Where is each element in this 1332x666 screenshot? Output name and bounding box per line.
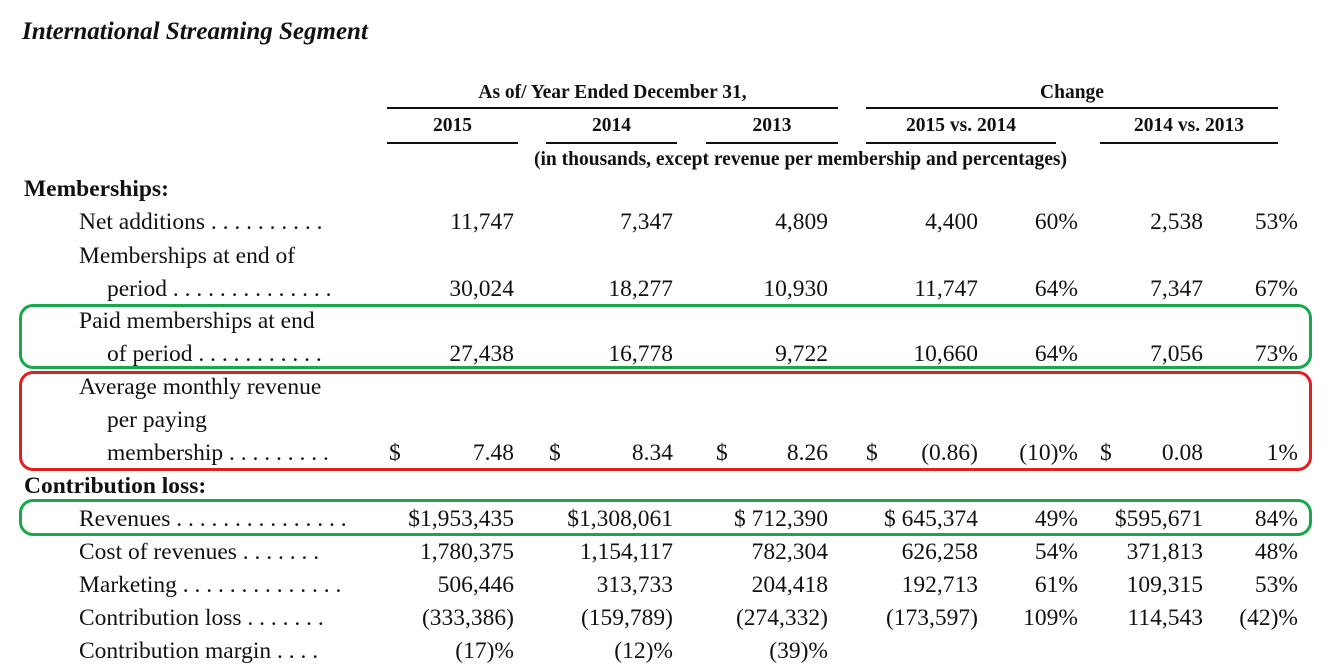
highlight-green-paid-memberships <box>19 304 1312 369</box>
row-value: 49% <box>1034 506 1078 532</box>
col-header-2014: 2014 <box>592 115 631 136</box>
section-memberships: Memberships: <box>24 176 169 202</box>
col-header-2013: 2013 <box>752 115 792 136</box>
row-value: 84% <box>1254 506 1298 532</box>
row-label: Paid memberships at end <box>79 308 315 334</box>
row-value: 53% <box>1254 572 1298 598</box>
row-value: 27,438 <box>449 341 514 367</box>
row-value: 1,154,117 <box>579 539 673 565</box>
row-value: $595,671 <box>1114 506 1203 532</box>
row-value: 192,713 <box>901 572 978 598</box>
col-header-2014-vs-2013: 2014 vs. 2013 <box>1134 115 1244 136</box>
row-value: 1% <box>1266 440 1298 466</box>
row-value: 54% <box>1034 539 1078 565</box>
section-contribution-loss: Contribution loss: <box>24 473 207 499</box>
row-value: 64% <box>1034 341 1078 367</box>
row-value: 0.08 <box>1161 440 1203 466</box>
row-value: 782,304 <box>751 539 828 565</box>
row-value: 204,418 <box>751 572 828 598</box>
dollar-sign: $ <box>866 440 878 466</box>
row-value: 73% <box>1254 341 1298 367</box>
row-value: 61% <box>1034 572 1078 598</box>
divider <box>706 142 838 144</box>
row-value: 109,315 <box>1126 572 1203 598</box>
row-value: 67% <box>1254 276 1298 302</box>
row-value: 2,538 <box>1150 209 1203 235</box>
divider <box>387 142 518 144</box>
row-value: 11,747 <box>914 276 978 302</box>
highlight-red-avg-revenue <box>19 371 1312 471</box>
row-value: 626,258 <box>901 539 978 565</box>
row-label: per paying <box>107 407 207 433</box>
row-value: 8.34 <box>631 440 673 466</box>
col-header-2015-vs-2014: 2015 vs. 2014 <box>906 115 1016 136</box>
highlight-green-revenues <box>19 499 1312 536</box>
row-value: 506,446 <box>437 572 514 598</box>
row-value: (173,597) <box>885 605 978 631</box>
row-value: 7,347 <box>620 209 673 235</box>
dollar-sign: $ <box>1100 440 1112 466</box>
row-value: 7.48 <box>472 440 514 466</box>
row-value: 371,813 <box>1126 539 1203 565</box>
dollar-sign: $ <box>716 440 728 466</box>
row-value: 60% <box>1034 209 1078 235</box>
row-value: 7,056 <box>1150 341 1203 367</box>
row-value: 16,778 <box>608 341 673 367</box>
dollar-sign: $ <box>549 440 561 466</box>
row-value: 10,660 <box>913 341 978 367</box>
row-label: Contribution loss . . . . . . . <box>79 605 324 631</box>
segment-title: International Streaming Segment <box>22 18 368 45</box>
row-value: (274,332) <box>735 605 828 631</box>
row-label: Memberships at end of <box>79 243 296 269</box>
row-label: period . . . . . . . . . . . . . . <box>107 276 332 302</box>
header-group-change: Change <box>1040 82 1104 103</box>
row-value: (333,386) <box>421 605 514 631</box>
row-label: Average monthly revenue <box>79 374 322 400</box>
row-value: 64% <box>1034 276 1078 302</box>
row-value: 7,347 <box>1150 276 1203 302</box>
row-value: 109% <box>1023 605 1078 631</box>
row-label: Contribution margin . . . . <box>79 638 319 664</box>
row-value: 18,277 <box>608 276 673 302</box>
row-label: Marketing . . . . . . . . . . . . . . <box>79 572 342 598</box>
row-value: 4,809 <box>775 209 828 235</box>
row-value: (159,789) <box>580 605 673 631</box>
divider <box>1100 142 1278 144</box>
header-group-years: As of/ Year Ended December 31, <box>478 82 747 103</box>
row-value: 4,400 <box>925 209 978 235</box>
row-value: (17)% <box>455 638 514 664</box>
col-header-2015: 2015 <box>433 115 472 136</box>
row-value: $ 645,374 <box>884 506 978 532</box>
row-value: (42)% <box>1239 605 1298 631</box>
row-value: 48% <box>1254 539 1298 565</box>
row-value: $1,308,061 <box>567 506 673 532</box>
row-value: (0.86) <box>921 440 978 466</box>
row-label: Net additions . . . . . . . . . . <box>79 209 323 235</box>
dollar-sign: $ <box>389 440 401 466</box>
row-value: $ 712,390 <box>734 506 828 532</box>
row-value: 53% <box>1254 209 1298 235</box>
row-value: (10)% <box>1019 440 1078 466</box>
divider <box>866 142 1056 144</box>
divider <box>387 107 838 109</box>
row-value: $1,953,435 <box>408 506 514 532</box>
row-value: (39)% <box>769 638 828 664</box>
row-label: membership . . . . . . . . . <box>107 440 329 466</box>
units-note: (in thousands, except revenue per member… <box>534 149 1067 170</box>
row-value: 9,722 <box>775 341 828 367</box>
divider <box>546 142 677 144</box>
row-value: 8.26 <box>786 440 828 466</box>
row-label: Cost of revenues . . . . . . . <box>79 539 320 565</box>
row-label: of period . . . . . . . . . . . <box>107 341 322 367</box>
row-value: 30,024 <box>449 276 514 302</box>
row-value: 11,747 <box>450 209 514 235</box>
row-value: 10,930 <box>763 276 828 302</box>
row-value: 313,733 <box>596 572 673 598</box>
row-value: 1,780,375 <box>420 539 514 565</box>
row-value: 114,543 <box>1127 605 1203 631</box>
row-label: Revenues . . . . . . . . . . . . . . . <box>79 506 347 532</box>
row-value: (12)% <box>614 638 673 664</box>
divider <box>866 107 1278 109</box>
